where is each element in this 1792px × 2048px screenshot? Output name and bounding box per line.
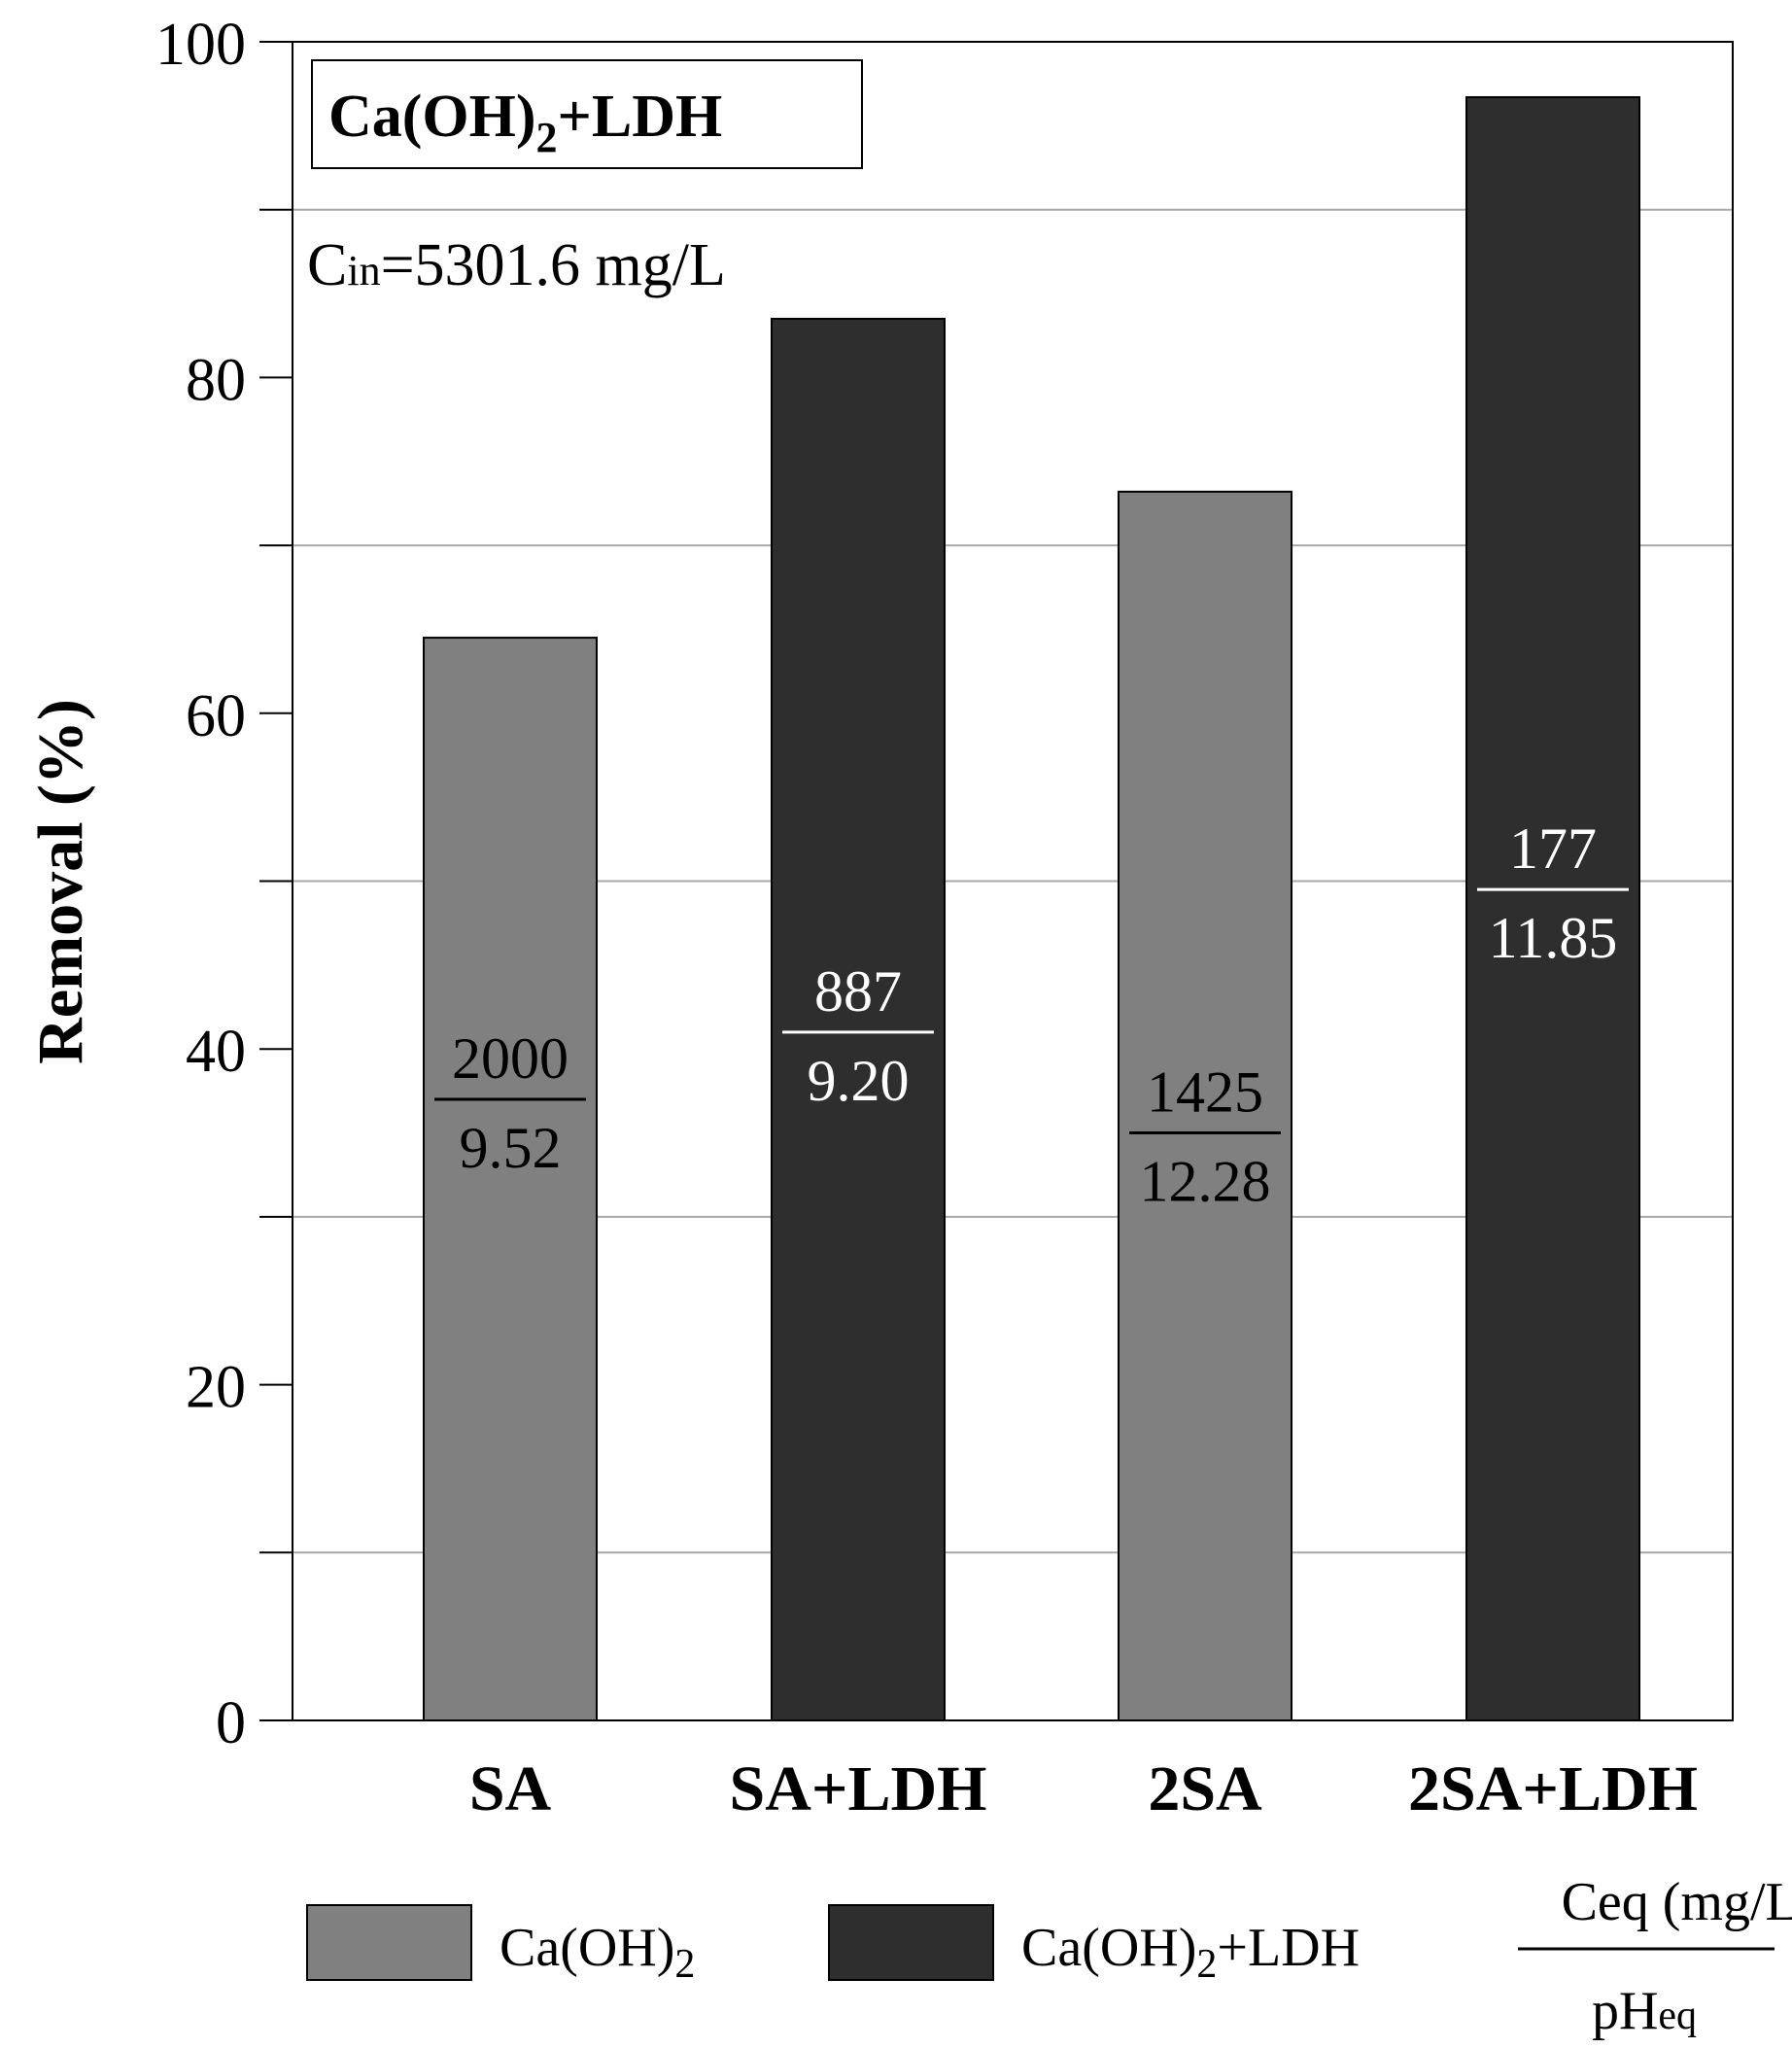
bar-pheq-label: 11.85 <box>1489 906 1618 970</box>
y-tick-label: 80 <box>186 347 246 413</box>
legend-label-caoh2-ldh: Ca(OH)2+LDH <box>1021 1918 1360 1987</box>
bar-ceq-label: 2000 <box>452 1026 569 1091</box>
y-tick-label: 40 <box>186 1019 246 1085</box>
initial-concentration-annotation: Cin=5301.6 mg/L <box>307 232 726 298</box>
bar-sa <box>423 637 598 1722</box>
y-axis-label: Removal (%) <box>25 699 96 1064</box>
x-category-label: SA <box>469 1753 552 1824</box>
bar-ceq-label: 1425 <box>1147 1060 1263 1125</box>
bar-sa-plus-ldh <box>771 317 946 1722</box>
bar-2sa <box>1118 490 1292 1721</box>
title-box-text: Ca(OH)2+LDH <box>328 84 722 161</box>
x-category-label: SA+LDH <box>730 1753 987 1824</box>
x-category-label: 2SA+LDH <box>1408 1753 1698 1824</box>
legend-swatch-caoh2-ldh <box>828 1904 994 1981</box>
bar-ceq-label: 177 <box>1509 816 1597 881</box>
y-tick-label: 20 <box>186 1355 246 1421</box>
bar-pheq-label: 12.28 <box>1140 1150 1271 1214</box>
x-category-label: 2SA <box>1148 1753 1262 1824</box>
y-tick-label: 100 <box>155 12 246 78</box>
bar-2sa-plus-ldh <box>1465 95 1640 1722</box>
title-box <box>311 59 863 169</box>
bar-pheq-label: 9.52 <box>460 1116 562 1180</box>
legend-swatch-caoh2 <box>306 1904 472 1981</box>
y-tick-label: 60 <box>186 683 246 749</box>
legend-fraction-bottom: pHeq <box>1592 1981 1697 2041</box>
bar-ceq-label: 887 <box>814 959 902 1024</box>
legend-fraction-top: Ceq (mg/L) <box>1562 1872 1792 1932</box>
y-tick-label: 0 <box>216 1690 246 1756</box>
bar-pheq-label: 9.20 <box>808 1049 910 1113</box>
legend-label-caoh2: Ca(OH)2 <box>500 1918 695 1987</box>
